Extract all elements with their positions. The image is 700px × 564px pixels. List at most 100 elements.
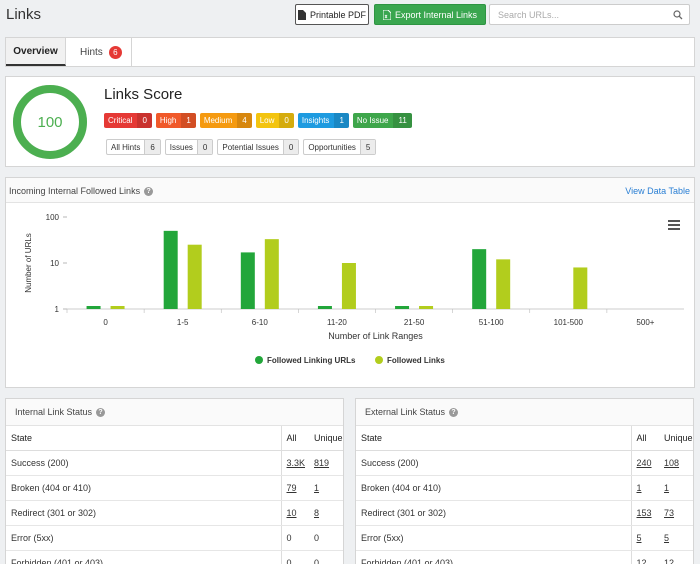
bar-followed-linking-urls	[86, 306, 101, 309]
hint-filter-all[interactable]: All Hints 6	[106, 139, 161, 155]
severity-count: 4	[237, 113, 252, 128]
y-tick-label: 100	[46, 213, 60, 222]
help-icon[interactable]: ?	[96, 407, 106, 417]
state-cell: Success (200)	[356, 450, 631, 476]
help-icon[interactable]: ?	[144, 186, 154, 196]
search-input[interactable]	[490, 5, 665, 25]
column-state: State	[6, 426, 281, 451]
severity-count: 1	[334, 113, 349, 128]
all-count-cell[interactable]: 79	[280, 475, 309, 501]
all-count-cell: 0	[280, 550, 309, 564]
severity-count: 11	[393, 113, 412, 128]
state-cell: Broken (404 or 410)	[356, 475, 631, 501]
unique-count-cell[interactable]: 1	[309, 475, 343, 501]
bar-followed-links	[264, 239, 279, 309]
state-cell: Redirect (301 or 302)	[6, 500, 281, 526]
internal-link-status-header: Internal Link Status ?	[6, 399, 343, 426]
tab-overview[interactable]: Overview	[6, 38, 66, 66]
hint-count: 5	[359, 140, 376, 154]
hint-count: 6	[144, 140, 160, 154]
unique-count-cell[interactable]: 1	[659, 475, 693, 501]
x-tick-label: 6-10	[252, 318, 269, 327]
table-row: Redirect (301 or 302) 10 8	[6, 500, 343, 526]
severity-insights[interactable]: Insights 1	[297, 113, 349, 128]
unique-count-cell: 0	[309, 525, 343, 551]
severity-no-issue[interactable]: No Issue 11	[352, 113, 412, 128]
table-row: Forbidden (401 or 403) 0 0	[6, 550, 343, 564]
column-state: State	[356, 426, 631, 451]
table-row: Forbidden (401 or 403) 12 12	[356, 550, 693, 564]
bar-followed-linking-urls	[395, 306, 410, 309]
hint-filter-issues[interactable]: Issues 0	[164, 139, 214, 155]
x-axis-label: Number of Link Ranges	[328, 331, 423, 341]
export-internal-links-button[interactable]: Export Internal Links	[374, 4, 486, 25]
legend-marker	[255, 356, 263, 364]
chart-header: Incoming Internal Followed Links ? View …	[6, 178, 694, 203]
hint-filter-potential[interactable]: Potential Issues 0	[217, 139, 300, 155]
internal-link-status-panel: Internal Link Status ? State All Unique …	[5, 398, 344, 564]
external-link-status-panel: External Link Status ? State All Unique …	[355, 398, 694, 564]
hint-label: Potential Issues	[222, 142, 279, 152]
severity-label: High	[159, 116, 177, 125]
search-box	[489, 4, 690, 25]
search-icon[interactable]	[673, 10, 683, 20]
links-score-panel: 100 Links Score Critical 0 High 1 Medium 4 …	[5, 76, 695, 167]
unique-count-cell[interactable]: 8	[309, 500, 343, 526]
bar-followed-links	[419, 306, 434, 309]
table-row: Broken (404 or 410) 1 1	[356, 475, 693, 501]
hint-count: 0	[282, 140, 299, 154]
help-icon[interactable]: ?	[449, 407, 459, 417]
printable-pdf-button[interactable]: Printable PDF	[295, 4, 369, 25]
all-count-cell[interactable]: 1	[630, 475, 659, 501]
all-count-cell[interactable]: 5	[630, 525, 659, 551]
internal-link-status-table: State All Unique Success (200) 3.3K 819 Bro…	[6, 426, 343, 564]
state-cell: Success (200)	[6, 450, 281, 476]
score-gauge-arc	[13, 85, 87, 159]
unique-count-cell[interactable]: 819	[309, 450, 343, 476]
bar-followed-linking-urls	[472, 249, 487, 309]
bar-followed-links	[187, 244, 202, 309]
state-cell: Forbidden (401 or 403)	[6, 550, 281, 564]
hint-filter-opportunities[interactable]: Opportunities 5	[303, 139, 377, 155]
legend-label: Followed Links	[387, 356, 445, 365]
severity-count: 0	[279, 113, 294, 128]
unique-count-cell[interactable]: 108	[659, 450, 693, 476]
severity-medium[interactable]: Medium 4	[199, 113, 252, 128]
severity-count: 0	[137, 113, 152, 128]
table-row: Success (200) 3.3K 819	[6, 450, 343, 476]
score-gauge	[13, 85, 87, 159]
severity-label: Critical	[108, 116, 133, 125]
all-count-cell[interactable]: 153	[630, 500, 659, 526]
unique-count-cell[interactable]: 5	[659, 525, 693, 551]
tab-hints[interactable]: Hints 6	[66, 38, 132, 66]
legend-label: Followed Linking URLs	[267, 356, 356, 365]
view-data-table-link[interactable]: View Data Table	[625, 186, 690, 196]
y-tick-label: 1	[55, 305, 60, 314]
severity-low[interactable]: Low 0	[255, 113, 294, 128]
x-tick-label: 101-500	[554, 318, 584, 327]
unique-count-cell[interactable]: 12	[659, 550, 693, 564]
column-unique: Unique	[309, 426, 343, 451]
bar-chart: 1 10 100 0 1-5 6-10 11-20 21-50 51-100 101-500 500…	[24, 213, 684, 365]
table-row: Error (5xx) 0 0	[6, 525, 343, 551]
unique-count-cell[interactable]: 73	[659, 500, 693, 526]
hamburger-menu-icon[interactable]	[668, 220, 680, 230]
hint-label: All Hints	[111, 142, 141, 152]
table-row: Error (5xx) 5 5	[356, 525, 693, 551]
severity-high[interactable]: High 1	[155, 113, 196, 128]
x-tick-label: 500+	[636, 318, 654, 327]
all-count-cell[interactable]: 10	[280, 500, 309, 526]
document-icon	[297, 9, 306, 20]
all-count-cell: 0	[280, 525, 309, 551]
bar-followed-links	[341, 263, 356, 309]
all-count-cell[interactable]: 3.3K	[280, 450, 309, 476]
x-tick-label: 1-5	[177, 318, 189, 327]
bar-followed-linking-urls	[317, 306, 332, 309]
table-row: Broken (404 or 410) 79 1	[6, 475, 343, 501]
tab-bar: Overview Hints 6	[5, 37, 695, 67]
all-count-cell[interactable]: 12	[630, 550, 659, 564]
all-count-cell[interactable]: 240	[630, 450, 659, 476]
bar-followed-links	[573, 267, 588, 309]
severity-critical[interactable]: Critical 0	[104, 113, 152, 128]
external-link-status-title: External Link Status	[365, 407, 446, 417]
